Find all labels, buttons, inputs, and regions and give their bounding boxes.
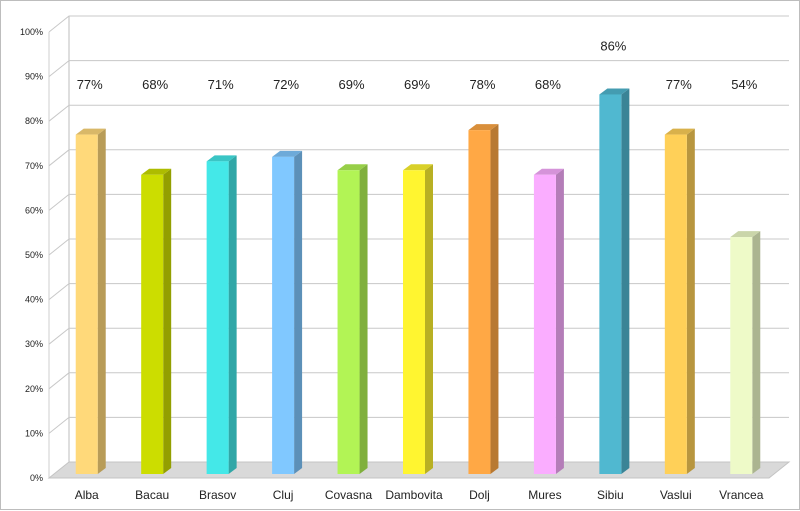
bar-side bbox=[294, 150, 303, 474]
y-tick-label: 70% bbox=[25, 161, 43, 171]
data-label: 69% bbox=[339, 77, 365, 92]
bar-side bbox=[97, 128, 106, 474]
bar bbox=[272, 150, 303, 474]
bar-top bbox=[664, 128, 695, 135]
x-tick-label: Vaslui bbox=[660, 488, 692, 502]
bar bbox=[403, 164, 433, 474]
bar-side bbox=[163, 168, 172, 474]
data-label: 68% bbox=[142, 77, 168, 92]
x-tick-label: Cluj bbox=[273, 488, 294, 502]
data-label: 78% bbox=[469, 77, 495, 92]
bar-side bbox=[752, 231, 761, 474]
bars-group bbox=[75, 88, 761, 475]
bar-side bbox=[686, 128, 695, 474]
x-tick-label: Bacau bbox=[135, 488, 169, 502]
y-tick-label: 100% bbox=[20, 27, 43, 37]
gridline bbox=[48, 60, 789, 77]
y-tick-label: 40% bbox=[25, 295, 43, 305]
bar bbox=[468, 124, 499, 475]
bar bbox=[337, 164, 368, 474]
bar-side bbox=[425, 164, 433, 474]
gridline bbox=[48, 104, 789, 122]
bar bbox=[533, 168, 564, 474]
bar-top bbox=[272, 150, 303, 157]
bar-front bbox=[337, 170, 360, 474]
x-tick-label: Dolj bbox=[469, 488, 490, 502]
bar-front bbox=[206, 161, 229, 474]
bar bbox=[730, 231, 761, 474]
y-tick-label: 0% bbox=[30, 473, 43, 483]
x-tick-label: Alba bbox=[75, 488, 99, 502]
data-label: 54% bbox=[731, 77, 757, 92]
bar-side bbox=[490, 124, 499, 475]
bar bbox=[599, 88, 630, 474]
y-tick-label: 60% bbox=[25, 205, 43, 215]
data-label: 71% bbox=[208, 77, 234, 92]
x-tick-label: Sibiu bbox=[597, 488, 624, 502]
bar-top bbox=[141, 168, 172, 175]
bar-top bbox=[599, 88, 630, 95]
bar-top bbox=[206, 155, 237, 162]
bar-front bbox=[403, 170, 425, 474]
bar-front bbox=[664, 134, 687, 474]
bar-top bbox=[337, 164, 368, 171]
bar bbox=[75, 128, 106, 474]
data-label: 86% bbox=[600, 38, 626, 53]
y-tick-label: 90% bbox=[25, 72, 43, 82]
bar-front bbox=[599, 94, 622, 474]
bar-top bbox=[730, 231, 761, 238]
bar-front bbox=[141, 174, 164, 474]
data-label: 77% bbox=[77, 77, 103, 92]
x-tick-label: Brasov bbox=[199, 488, 236, 502]
bar-top bbox=[468, 124, 499, 131]
bar-top bbox=[403, 164, 433, 171]
bar-front bbox=[468, 130, 491, 474]
y-tick-label: 10% bbox=[25, 428, 43, 438]
bar bbox=[206, 155, 237, 474]
gridline bbox=[48, 15, 789, 33]
y-tick-label: 80% bbox=[25, 116, 43, 126]
bar-side bbox=[555, 168, 564, 474]
x-tick-label: Vrancea bbox=[719, 488, 764, 502]
bar-front bbox=[730, 237, 753, 474]
data-label: 77% bbox=[666, 77, 692, 92]
x-tick-label: Mures bbox=[528, 488, 561, 502]
x-tick-label: Dambovita bbox=[385, 488, 443, 502]
y-tick-label: 50% bbox=[25, 250, 43, 260]
bar-front bbox=[533, 174, 556, 474]
x-tick-label: Covasna bbox=[325, 488, 373, 502]
bar-side bbox=[621, 88, 630, 474]
bar bbox=[664, 128, 695, 474]
data-label: 68% bbox=[535, 77, 561, 92]
data-label: 72% bbox=[273, 77, 299, 92]
data-label: 69% bbox=[404, 77, 430, 92]
gridline bbox=[48, 149, 789, 167]
bar-side bbox=[228, 155, 237, 474]
y-tick-label: 20% bbox=[25, 384, 43, 394]
bar-front bbox=[272, 156, 295, 474]
bar-top bbox=[75, 128, 106, 135]
bar-top bbox=[533, 168, 564, 175]
bar bbox=[141, 168, 172, 474]
bar-side bbox=[359, 164, 368, 474]
y-tick-label: 30% bbox=[25, 339, 43, 349]
labels-group: 77% Alba 68% Bacau 71% Brasov 72% Cluj 69% Covasn… bbox=[75, 38, 764, 502]
bar-front bbox=[75, 134, 98, 474]
